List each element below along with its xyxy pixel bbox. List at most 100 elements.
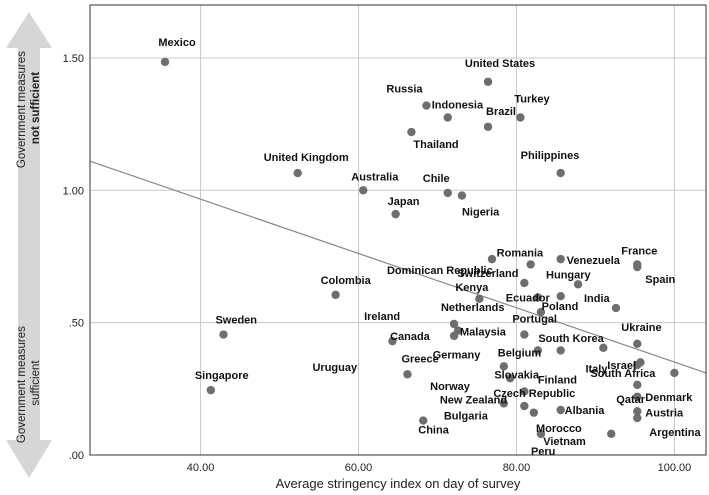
data-point [556,291,565,301]
x-tick-label: 40.00 [187,462,215,474]
point-label: Turkey [514,94,550,106]
data-point [520,387,529,396]
y-label-bottom-line1: Government measures [16,326,28,443]
point-label: Portugal [512,314,557,326]
plot-frame [89,4,707,456]
data-point [449,319,459,329]
point-label: Nigeria [462,207,500,219]
data-point [526,260,535,269]
data-point [443,188,452,198]
point-label: Morocco [536,423,582,435]
point-label: Greece [401,353,438,365]
point-label: Ireland [364,311,400,323]
point-label: Czech Republic [493,388,575,400]
point-label: Kenya [455,282,489,294]
data-point [475,294,484,304]
y-label-top-line2: not sufficient [30,72,42,144]
point-label: Venezuela [567,255,621,267]
data-point [536,307,546,317]
data-point [607,429,616,439]
point-label: Vietnam [543,436,586,448]
data-point [388,336,397,346]
data-point [633,262,642,272]
point-label: United Kingdom [264,152,349,164]
data-point [391,209,400,219]
data-point [556,254,565,264]
point-label: Finland [538,374,577,386]
data-point [633,413,642,423]
fit-line-group [89,160,707,374]
data-point [611,303,621,313]
data-point [533,293,542,302]
data-point [520,330,529,339]
point-label: Germany [433,349,482,361]
data-point [407,127,416,137]
point-label: Colombia [321,275,372,287]
point-label: Dominican Republic [387,265,493,277]
point-label: New Zealand [440,394,507,406]
point-label: Ukraine [621,322,661,334]
point-label: Romania [497,247,544,259]
data-point [573,280,583,289]
y-label-bottom: Government measures sufficient [16,323,42,443]
data-point [536,429,546,439]
y-tick-label: 1.00 [63,185,84,197]
point-label: Singapore [195,370,249,382]
point-label: Denmark [645,392,693,404]
data-point [670,368,679,378]
point-label: Uruguay [312,362,358,374]
x-tick-label: 60.00 [345,462,373,474]
data-point [160,57,170,67]
point-label: South Korea [538,333,604,345]
data-point [403,370,412,379]
data-point [520,278,529,288]
point-label: Malaysia [460,327,507,339]
point-label: India [584,293,611,305]
point-label: France [621,245,657,257]
data-point [422,101,431,110]
data-point [293,168,302,178]
point-label: Poland [542,301,579,313]
y-label-top-line1: Government measures [16,51,28,168]
point-labels: Mexico United States Russia Indonesia Turkey… [158,37,701,458]
data-points [160,57,679,439]
tick-labels: 40.00 60.00 80.00 100.00 .00 .50 1.00 1.50 [63,53,692,474]
point-label: Ecuador [506,293,551,305]
y-tick-label: 1.50 [63,53,84,65]
x-tick-label: 100.00 [658,462,692,474]
data-point [206,385,216,395]
data-point [483,122,493,131]
x-axis-title: Average stringency index on day of surve… [276,476,521,491]
data-point [505,374,515,383]
grid-lines [90,5,706,456]
data-point [219,330,228,339]
point-label: Sweden [215,315,257,327]
data-point [520,401,529,411]
data-point [556,346,565,355]
point-label: Austria [645,407,684,419]
y-direction-arrow [6,12,52,478]
x-tick-label: 80.00 [503,462,531,474]
arrow-shape [6,12,52,478]
point-label: Qatar [616,394,645,406]
fit-line [89,160,707,374]
point-label: Hungary [546,269,592,281]
point-label: Spain [645,274,675,286]
data-point [556,168,565,178]
data-point [516,113,525,122]
data-point [633,407,642,416]
data-point [449,331,459,341]
point-label: Albania [565,405,606,417]
data-point [331,290,340,300]
point-label: Italy [585,363,608,375]
y-tick-label: .00 [69,450,84,462]
data-point [443,113,452,122]
data-point [633,339,642,349]
point-label: Brazil [486,106,516,118]
point-label: Japan [388,196,420,208]
point-label: Slovakia [494,369,540,381]
data-point [599,343,608,352]
y-label-bottom-line2: sufficient [30,360,42,406]
data-point [359,186,368,195]
point-label: Mexico [158,37,196,49]
